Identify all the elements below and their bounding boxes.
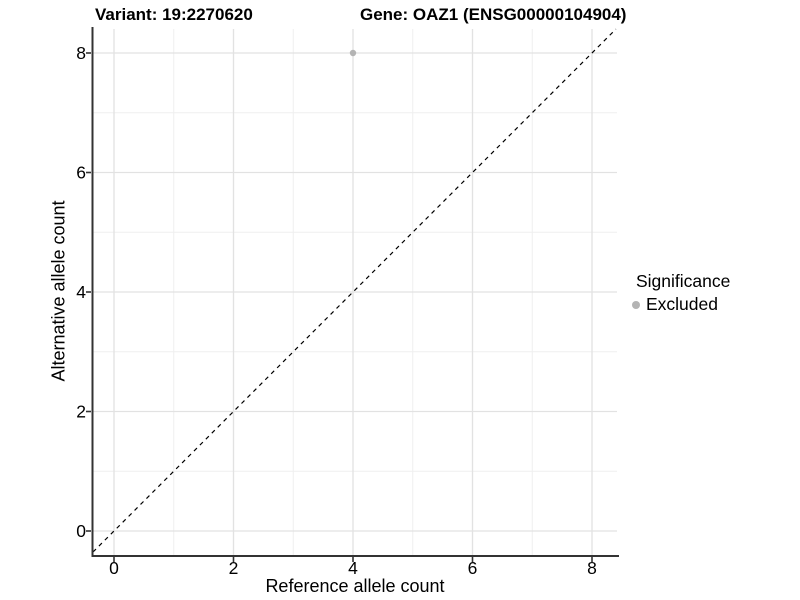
y-tick-label: 8 [76,43,86,63]
data-point [349,49,357,57]
legend-entry-excluded: Excluded [629,294,730,315]
y-tick-label: 6 [76,163,86,183]
legend: Significance Excluded [629,271,730,315]
legend-title: Significance [636,271,731,291]
x-tick-label: 4 [348,558,358,578]
plot-title-variant: Variant: 19:2270620 [95,5,253,24]
x-tick-label: 0 [109,558,119,578]
y-axis-title: Alternative allele count [48,200,69,382]
x-tick-label: 6 [468,558,478,578]
y-tick-label: 0 [76,521,86,541]
plot-title-gene: Gene: OAZ1 (ENSG00000104904) [360,5,627,24]
x-tick-label: 2 [229,558,239,578]
x-tick-label: 8 [587,558,597,578]
y-tick-label: 2 [76,402,86,422]
y-tick-label: 4 [76,282,86,302]
x-axis-title: Reference allele count [265,576,445,596]
excluded-point-icon [632,300,640,309]
identity-reference-line [92,28,617,553]
legend-entry-label: Excluded [646,294,718,314]
